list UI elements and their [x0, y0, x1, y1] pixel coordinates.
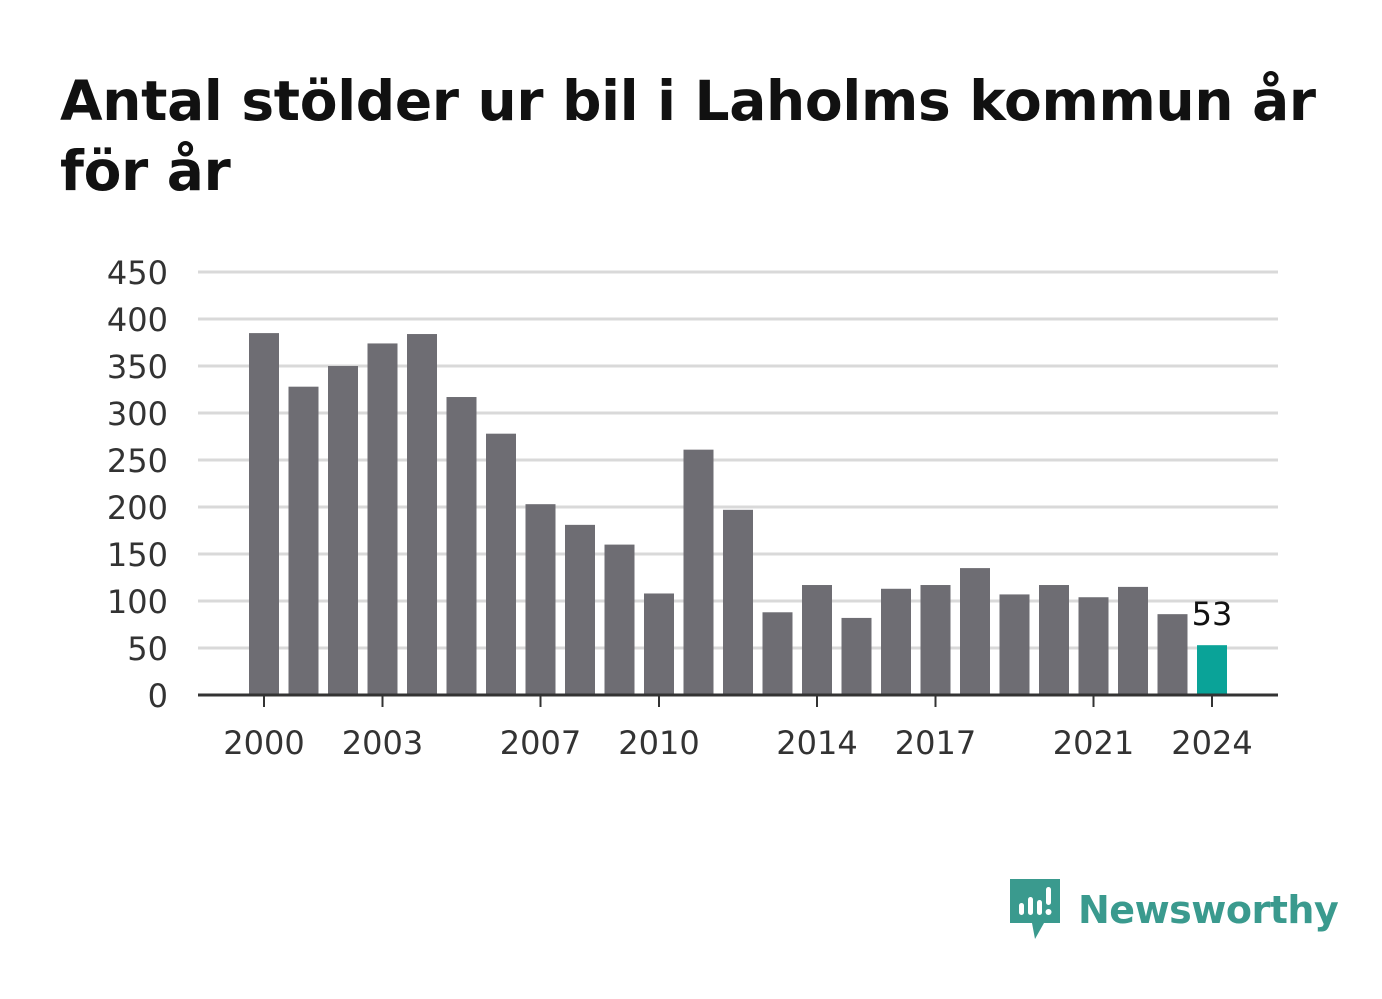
y-tick-label: 400	[107, 301, 168, 339]
y-tick-label: 450	[107, 254, 168, 292]
bar-2021	[1078, 597, 1109, 695]
bar-2011	[683, 449, 714, 695]
y-tick-label: 150	[107, 536, 168, 574]
y-tick-label: 250	[107, 442, 168, 480]
bar-2006	[486, 433, 516, 695]
brand-name: Newsworthy	[1078, 888, 1339, 932]
bar-2007	[525, 504, 556, 695]
bar-2024	[1197, 645, 1227, 695]
bar-2018	[960, 568, 990, 695]
x-tick-label: 2024	[1171, 724, 1252, 762]
x-tick-label: 2000	[223, 724, 304, 762]
bar-2017	[920, 585, 951, 695]
bar-2009	[604, 544, 635, 695]
bar-2015	[841, 617, 872, 695]
y-tick-label: 100	[107, 583, 168, 621]
y-tick-label: 300	[107, 395, 168, 433]
bar-2000	[249, 333, 279, 695]
x-tick-label: 2017	[895, 724, 976, 762]
bar-2004	[407, 334, 437, 695]
newsworthy-logo: Newsworthy	[1010, 878, 1339, 942]
x-tick-label: 2021	[1053, 724, 1134, 762]
y-axis-tick-labels: 0 50 100 150 200 250 300 350 400 450	[107, 254, 168, 715]
bars	[249, 333, 1227, 695]
x-tick-label: 2014	[776, 724, 857, 762]
y-tick-label: 350	[107, 348, 168, 386]
x-axis-tick-labels: 2000 2003 2007 2010 2014 2017 2021 2024	[223, 695, 1253, 762]
y-tick-label: 0	[148, 677, 168, 715]
x-tick-label: 2007	[500, 724, 581, 762]
newsworthy-chart-bubble-icon	[1010, 879, 1060, 939]
bar-2002	[328, 366, 358, 695]
bar-2023	[1157, 614, 1188, 695]
bar-2022	[1118, 586, 1148, 695]
bar-2010	[644, 593, 674, 695]
bar-2019	[999, 594, 1030, 695]
bar-2005	[446, 397, 477, 695]
bar-2016	[881, 588, 911, 695]
data-labels: 53	[1192, 595, 1233, 633]
bar-2012	[723, 509, 753, 695]
y-tick-label: 50	[127, 630, 168, 668]
x-tick-label: 2003	[342, 724, 423, 762]
y-tick-label: 200	[107, 489, 168, 527]
bar-2014	[802, 585, 832, 695]
bar-2001	[288, 386, 319, 695]
x-tick-label: 2010	[618, 724, 699, 762]
bar-2020	[1039, 585, 1069, 695]
bar-2013	[762, 612, 793, 695]
bar-2008	[565, 524, 595, 695]
chart-title: Antal stölder ur bil i Laholms kommun år…	[60, 69, 1316, 203]
data-label-2024: 53	[1192, 595, 1233, 633]
bar-2003	[367, 343, 398, 695]
